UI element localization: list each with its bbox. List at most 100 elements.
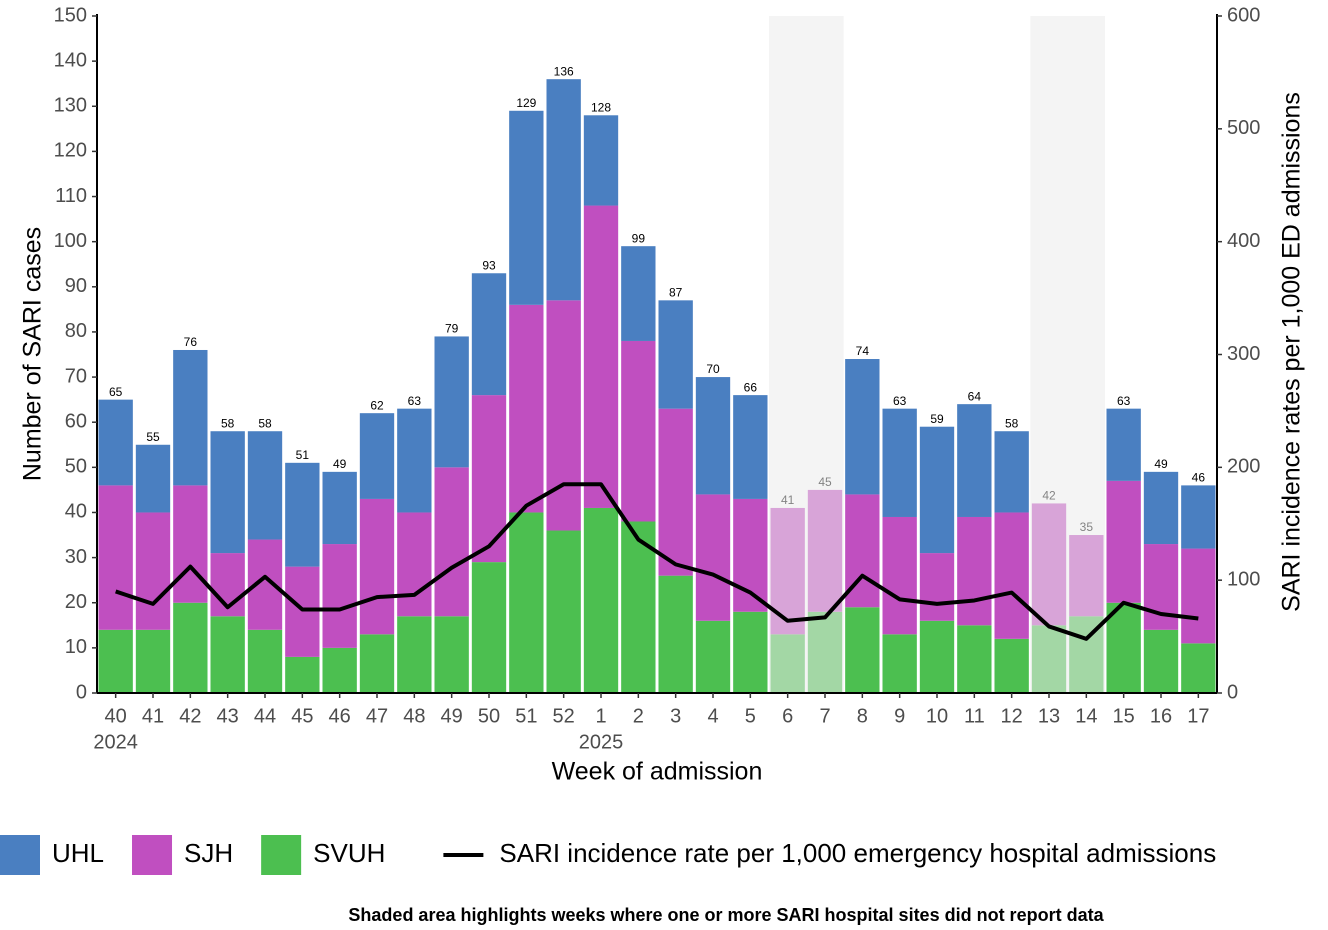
bar-segment xyxy=(919,620,955,693)
value-label: 63 xyxy=(893,394,907,408)
x-tick-label: 46 xyxy=(329,705,351,727)
shaded-week xyxy=(1030,16,1068,693)
value-label: 66 xyxy=(744,380,758,394)
bar-segment xyxy=(285,462,320,567)
bar-segment xyxy=(695,494,731,621)
bar-segment xyxy=(733,395,768,499)
bar-segment xyxy=(322,647,357,693)
y2-tick-label: 300 xyxy=(1227,343,1260,365)
bar-segment xyxy=(247,629,283,693)
x-tick-label: 12 xyxy=(1001,705,1023,727)
x-tick-label: 50 xyxy=(478,705,500,727)
bar-segment xyxy=(882,516,917,635)
value-label: 93 xyxy=(482,258,496,272)
bar-segment xyxy=(98,485,133,630)
x-tick-label: 42 xyxy=(179,705,201,727)
bar-segment xyxy=(658,300,693,409)
bar-segment xyxy=(210,431,245,554)
y2-tick-label: 100 xyxy=(1227,568,1260,590)
value-label: 59 xyxy=(930,412,944,426)
bar-segment xyxy=(173,349,208,486)
value-label: 63 xyxy=(408,394,422,408)
x-tick-label: 7 xyxy=(819,705,830,727)
y-tick-label: 100 xyxy=(54,230,87,252)
bar-segment xyxy=(1181,548,1216,644)
value-label: 58 xyxy=(221,416,235,430)
bar-segment xyxy=(957,404,992,517)
value-label: 51 xyxy=(296,448,310,462)
value-label: 65 xyxy=(109,385,123,399)
x-tick-label: 6 xyxy=(782,705,793,727)
legend-label: UHL xyxy=(52,838,104,868)
bar-segment xyxy=(135,629,171,693)
bar-segment xyxy=(1181,643,1216,693)
y-tick-label: 110 xyxy=(55,185,87,207)
value-label: 62 xyxy=(370,398,384,412)
y2-tick-label: 500 xyxy=(1227,117,1260,139)
bar-segment xyxy=(1106,408,1141,481)
bar-segment xyxy=(509,512,544,693)
x-tick-label: 43 xyxy=(217,705,239,727)
shaded-week xyxy=(769,16,807,693)
x-tick-label: 49 xyxy=(441,705,463,727)
bar-segment xyxy=(359,498,395,635)
x-year-label: 2024 xyxy=(93,731,138,753)
bar-segment xyxy=(919,553,955,621)
x-tick-label: 45 xyxy=(291,705,313,727)
legend-swatch xyxy=(0,835,40,875)
x-tick-label: 16 xyxy=(1150,705,1172,727)
x-axis-title: Week of admission xyxy=(552,758,763,786)
shaded-week xyxy=(806,16,844,693)
bar-segment xyxy=(882,408,917,517)
bar-segment xyxy=(322,544,357,648)
bar-segment xyxy=(583,115,619,206)
y2-tick-label: 0 xyxy=(1227,681,1238,703)
legend-swatch xyxy=(132,835,173,875)
y-tick-label: 40 xyxy=(65,501,87,523)
bar-segment xyxy=(1106,480,1141,603)
bar-segment xyxy=(695,620,731,693)
bar-segment xyxy=(994,512,1029,639)
x-tick-label: 41 xyxy=(142,705,164,727)
bar-segment xyxy=(471,562,507,693)
bar-segment xyxy=(285,566,320,657)
y2-tick-label: 600 xyxy=(1227,4,1260,26)
y2-tick-label: 200 xyxy=(1227,456,1260,478)
y-tick-label: 150 xyxy=(54,4,87,26)
bar-segment xyxy=(434,467,469,617)
bar-segment xyxy=(1106,602,1141,693)
value-label: 87 xyxy=(669,286,683,300)
y-tick-label: 50 xyxy=(65,456,87,478)
x-year-label: 2025 xyxy=(579,731,624,753)
value-label: 63 xyxy=(1117,394,1131,408)
bar-segment xyxy=(1143,629,1179,693)
bar-segment xyxy=(621,521,656,693)
x-tick-label: 9 xyxy=(894,705,905,727)
value-label: 64 xyxy=(968,389,982,403)
bar-segment xyxy=(919,426,955,554)
bar-segment xyxy=(994,638,1029,693)
legend-label: SVUH xyxy=(313,838,385,868)
legend-swatch xyxy=(261,835,302,875)
legend-label: SJH xyxy=(184,838,233,868)
x-tick-label: 5 xyxy=(745,705,756,727)
bar-segment xyxy=(658,408,693,576)
bar-segment xyxy=(135,512,171,630)
bar-segment xyxy=(173,602,208,693)
bar-segment xyxy=(471,395,507,563)
bar-segment xyxy=(1181,485,1216,549)
y-tick-label: 10 xyxy=(65,636,87,658)
bar-segment xyxy=(546,530,581,693)
bar-segment xyxy=(98,629,133,693)
bar-segment xyxy=(359,634,395,693)
bar-segment xyxy=(621,340,656,522)
x-tick-label: 14 xyxy=(1075,705,1097,727)
y-tick-label: 70 xyxy=(65,365,87,387)
y-tick-label: 0 xyxy=(76,681,87,703)
bar-segment xyxy=(210,616,245,693)
y-tick-label: 20 xyxy=(65,591,87,613)
bar-segment xyxy=(322,471,357,545)
x-tick-label: 11 xyxy=(964,705,985,727)
bar-segment xyxy=(1143,471,1179,545)
